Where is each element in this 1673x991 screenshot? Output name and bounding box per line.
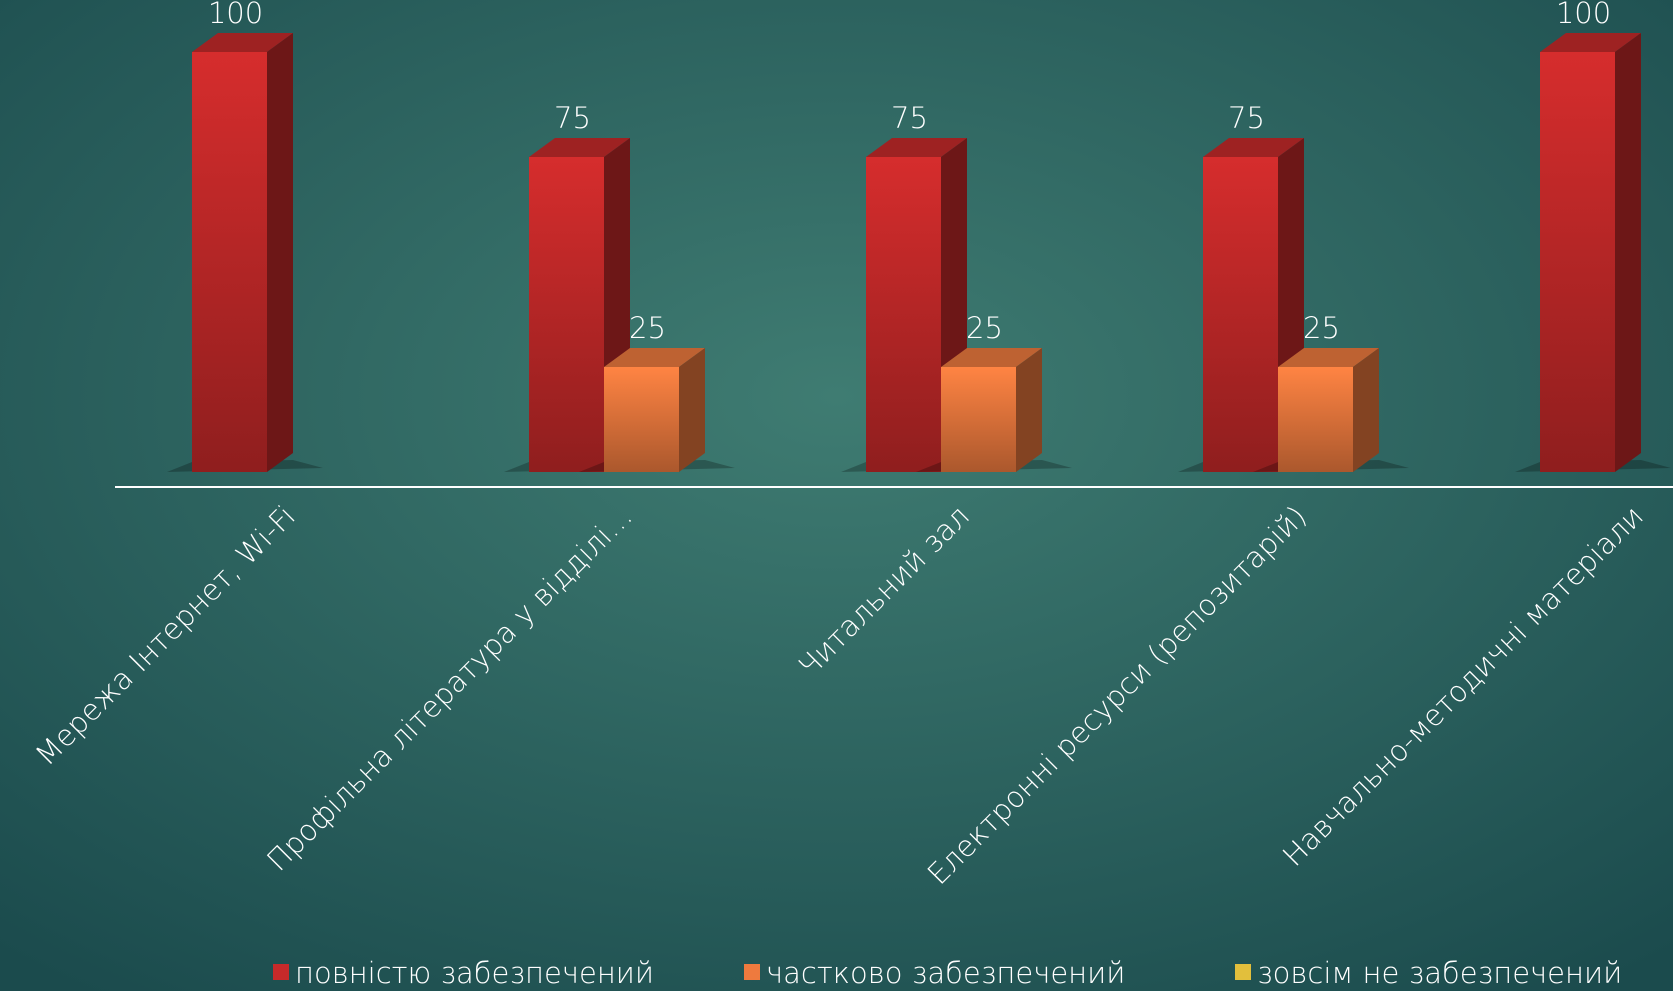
data-label: 25 xyxy=(629,311,666,345)
legend-label: частково забезпечений xyxy=(766,956,1125,990)
bar-front xyxy=(1203,157,1278,472)
bar-front xyxy=(1540,52,1615,472)
bar-top xyxy=(192,33,293,52)
data-label: 75 xyxy=(1228,101,1265,135)
bar-side xyxy=(1353,348,1379,472)
bar-front xyxy=(604,367,679,472)
bar-front xyxy=(192,52,267,472)
data-label: 25 xyxy=(1303,311,1340,345)
bar-top xyxy=(1540,33,1641,52)
bar-side xyxy=(679,348,705,472)
bar-top xyxy=(1278,348,1379,367)
bar-side xyxy=(1016,348,1042,472)
data-label: 25 xyxy=(966,311,1003,345)
bar-front xyxy=(1278,367,1353,472)
bar-top xyxy=(529,138,630,157)
legend-label: повністю забезпечений xyxy=(295,956,654,990)
bar-top xyxy=(866,138,967,157)
legend-label: зовсім не забезпечений xyxy=(1257,956,1622,990)
legend-swatch xyxy=(273,964,289,980)
bar-top xyxy=(1203,138,1304,157)
legend-swatch xyxy=(1235,964,1251,980)
bar-top xyxy=(941,348,1042,367)
data-label: 75 xyxy=(891,101,928,135)
bar-front xyxy=(941,367,1016,472)
legend-swatch xyxy=(744,964,760,980)
bar-side xyxy=(267,33,293,472)
bar-front xyxy=(529,157,604,472)
data-label: 75 xyxy=(554,101,591,135)
data-label: 100 xyxy=(1556,0,1611,30)
bar-side xyxy=(1615,33,1641,472)
data-label: 100 xyxy=(208,0,263,30)
bar-top xyxy=(604,348,705,367)
bar-front xyxy=(866,157,941,472)
